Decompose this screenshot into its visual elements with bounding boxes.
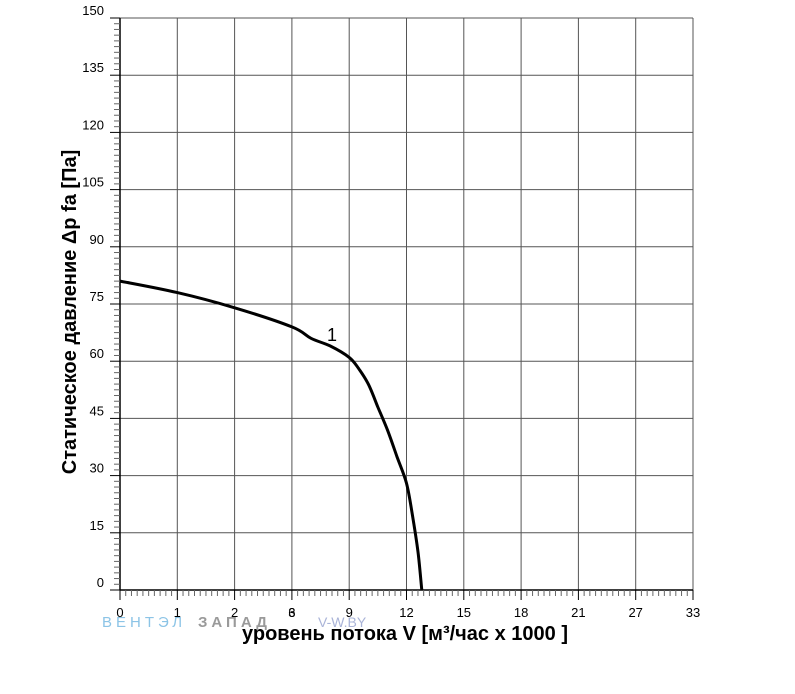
x-tick-label: 21 xyxy=(571,605,585,620)
series-label-1: 1 xyxy=(327,325,337,345)
y-tick-label: 15 xyxy=(90,518,104,533)
x-tick-label: 6 xyxy=(288,605,295,620)
y-tick-label: 30 xyxy=(90,461,104,476)
watermark: ВЕНТЭЛ ЗАПАД V-W.BY xyxy=(102,614,367,631)
x-tick-label: 1 xyxy=(174,605,181,620)
y-tick-label: 135 xyxy=(82,60,104,75)
x-tick-label: 27 xyxy=(628,605,642,620)
series-line-1 xyxy=(119,279,424,591)
watermark-part3: V-W.BY xyxy=(318,614,367,630)
x-axis-ticks: 0 1 2 36 9 12 15 18 21 27 33 xyxy=(116,590,700,620)
y-tick-label: 120 xyxy=(82,117,104,132)
watermark-part2: ЗАПАД xyxy=(198,614,271,631)
grid xyxy=(119,17,694,591)
y-tick-label: 0 xyxy=(97,575,104,590)
y-tick-label: 105 xyxy=(82,175,104,190)
x-tick-label: 2 xyxy=(231,605,238,620)
x-tick-label: 3 xyxy=(288,605,295,620)
x-tick-label: 0 xyxy=(116,605,123,620)
x-tick-label: 15 xyxy=(457,605,471,620)
x-tick-label: 33 xyxy=(686,605,700,620)
x-tick-label: 12 xyxy=(399,605,413,620)
y-axis-label: Статическое давление Δp fa [Па] xyxy=(59,150,81,474)
x-tick-label: 9 xyxy=(346,605,353,620)
y-tick-label: 150 xyxy=(82,3,104,18)
y-tick-label: 90 xyxy=(90,232,104,247)
x-tick-label: 18 xyxy=(514,605,528,620)
y-axis-ticks: 0 15 30 45 60 75 90 105 120 135 150 xyxy=(82,3,120,591)
watermark-part1: ВЕНТЭЛ xyxy=(102,614,186,631)
y-tick-label: 75 xyxy=(90,289,104,304)
x-axis-label: уровень потока V [м³/час х 1000 ] xyxy=(242,623,568,645)
y-tick-label: 45 xyxy=(90,403,104,418)
y-tick-label: 60 xyxy=(90,346,104,361)
minor-ticks xyxy=(114,23,688,596)
